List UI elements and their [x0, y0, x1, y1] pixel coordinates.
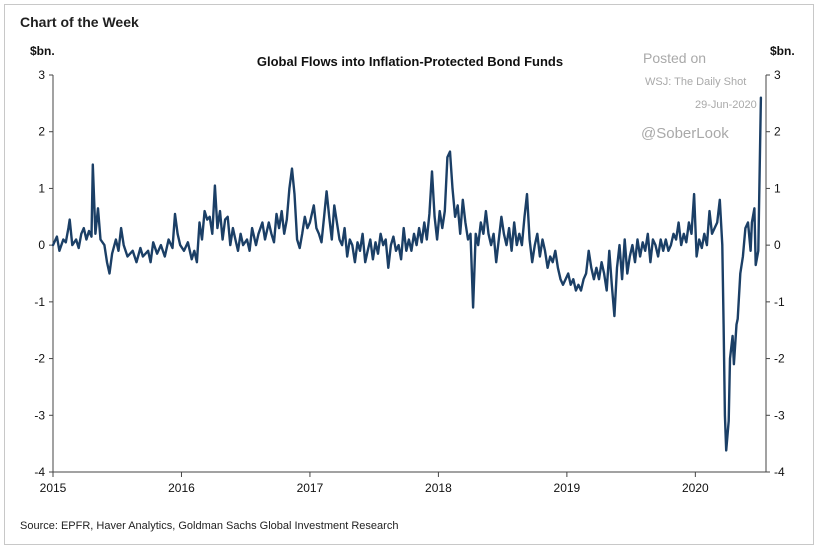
y-tick-label-right: 0	[774, 238, 781, 252]
y-tick-label-left: -2	[34, 352, 45, 366]
x-tick-label: 2018	[425, 481, 452, 495]
y-tick-label-right: -2	[774, 352, 785, 366]
x-tick-label: 2015	[40, 481, 67, 495]
y-tick-label-left: 0	[38, 238, 45, 252]
watermark-handle: @SoberLook	[641, 125, 729, 142]
y-tick-label-right: 1	[774, 181, 781, 195]
y-tick-label-right: -1	[774, 295, 785, 309]
watermark-outlet: WSJ: The Daily Shot	[645, 76, 747, 88]
y-tick-label-left: 3	[38, 68, 45, 82]
chart-frame	[4, 4, 814, 545]
y-tick-label-right: 2	[774, 125, 781, 139]
y-tick-label-left: -3	[34, 408, 45, 422]
series-line-flows	[51, 96, 763, 452]
x-tick-label: 2017	[297, 481, 324, 495]
chart-header: Chart of the Week	[20, 14, 139, 30]
chart-title: Global Flows into Inflation-Protected Bo…	[256, 54, 564, 69]
y-tick-label-left: -1	[34, 295, 45, 309]
y-tick-label-right: 3	[774, 68, 781, 82]
x-tick-label: 2019	[554, 481, 581, 495]
y-tick-label-right: -3	[774, 408, 785, 422]
source-note: Source: EPFR, Haver Analytics, Goldman S…	[20, 520, 399, 532]
x-tick-label: 2020	[682, 481, 709, 495]
y-tick-label-right: -4	[774, 465, 785, 479]
y-axis-unit-right: $bn.	[770, 44, 795, 58]
y-tick-label-left: 1	[38, 181, 45, 195]
watermark-posted: Posted on	[643, 50, 707, 66]
watermark-date: 29-Jun-2020	[695, 99, 757, 111]
y-tick-label-left: -4	[34, 465, 45, 479]
y-tick-label-left: 2	[38, 125, 45, 139]
y-axis-unit-left: $bn.	[30, 44, 55, 58]
x-tick-label: 2016	[168, 481, 195, 495]
